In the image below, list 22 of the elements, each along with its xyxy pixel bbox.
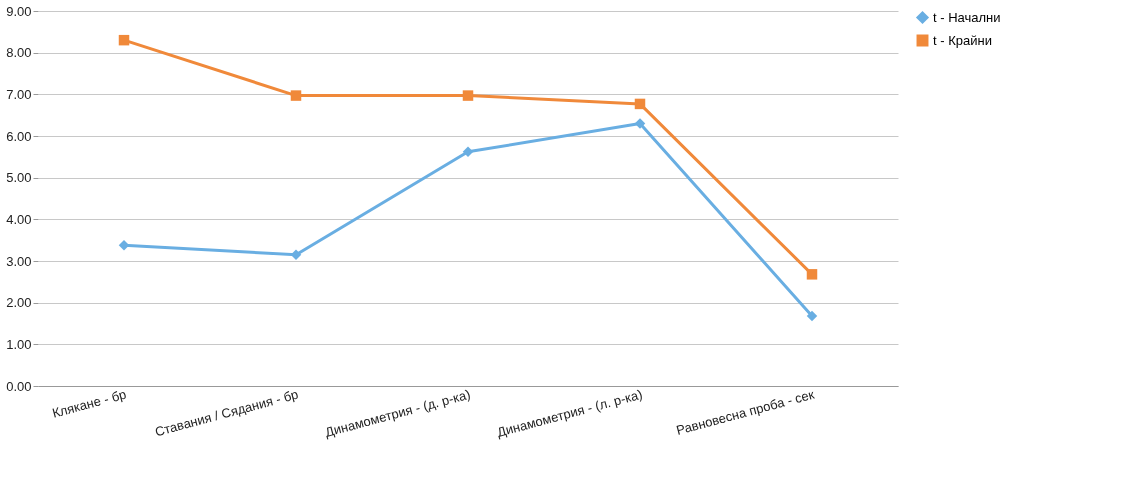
y-tick-label: 6.00 — [6, 128, 32, 144]
point — [806, 269, 818, 280]
y-tick-label: 8.00 — [6, 45, 32, 61]
y-tick-label: 7.00 — [6, 86, 32, 102]
x-tick-label: Клякане - бр — [50, 386, 128, 421]
point — [290, 90, 302, 101]
point — [462, 90, 474, 101]
y-tick-label: 1.00 — [6, 336, 32, 352]
point — [462, 146, 474, 158]
point — [806, 310, 818, 322]
y-tick-label: 3.00 — [6, 253, 32, 269]
point — [634, 118, 646, 129]
x-tick-label: Ставания / Сядания - бр — [153, 386, 300, 440]
y-tick-label: 9.00 — [6, 3, 32, 19]
legend-label: t - Крайни — [933, 32, 992, 48]
y-tick-label: 4.00 — [6, 211, 32, 227]
y-tick-label: 5.00 — [6, 170, 32, 186]
point — [634, 98, 646, 110]
point — [118, 34, 130, 46]
y-tick-label: 2.00 — [6, 295, 32, 311]
legend-label: t - Начални — [933, 9, 1001, 25]
y-tick-label: 0.00 — [6, 378, 32, 394]
